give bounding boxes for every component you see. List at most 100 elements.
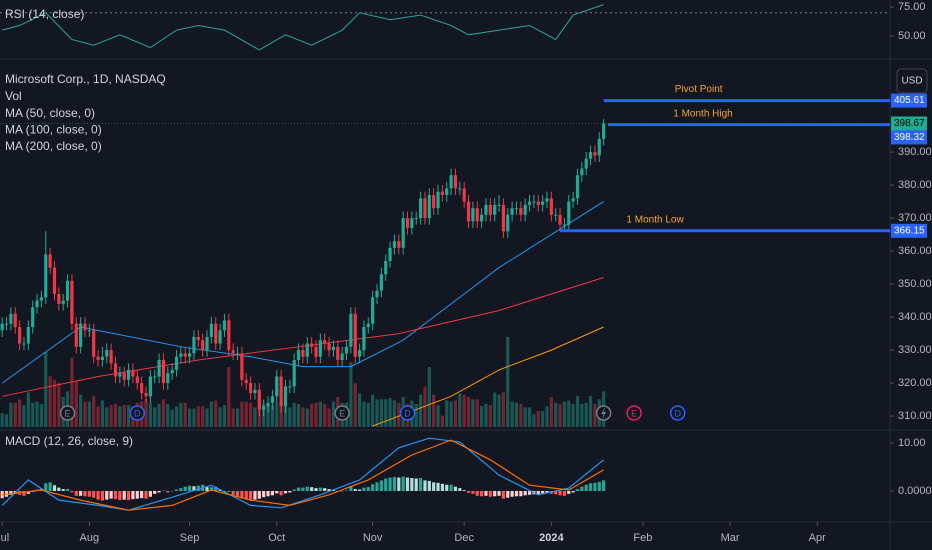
- candle-body: [401, 218, 405, 248]
- candle-body: [480, 214, 484, 222]
- volume-bar: [161, 399, 166, 427]
- candle-body: [22, 343, 26, 345]
- candle-body: [65, 280, 70, 301]
- candle-body: [270, 396, 275, 403]
- candle-body: [44, 254, 48, 298]
- macd-histogram-bar: [366, 487, 370, 491]
- macd-histogram-bar: [157, 490, 161, 493]
- volume-bar: [87, 401, 91, 427]
- macd-histogram-bar: [384, 478, 388, 491]
- y-tick-label: 310.00: [898, 410, 932, 422]
- candle-body: [523, 204, 527, 215]
- candle-body: [205, 336, 209, 351]
- event-label: E: [631, 408, 637, 418]
- candle-body: [148, 376, 152, 397]
- candle-body: [214, 323, 218, 344]
- volume-bar: [52, 379, 57, 427]
- candle-body: [161, 360, 166, 384]
- macd-histogram-bar: [52, 485, 57, 491]
- candle-body: [292, 360, 296, 387]
- volume-bar: [83, 401, 87, 427]
- level-label: 1 Month Low: [626, 214, 684, 225]
- volume-bar: [475, 399, 479, 427]
- macd-histogram-bar: [214, 486, 218, 491]
- volume-bar: [427, 367, 431, 427]
- candle-body: [571, 198, 575, 202]
- volume-bar: [366, 402, 370, 427]
- volume-bar: [527, 407, 532, 427]
- volume-bar: [567, 400, 571, 427]
- candle-body: [57, 294, 61, 304]
- candle-body: [514, 208, 519, 210]
- macd-histogram-bar: [222, 490, 227, 492]
- volume-bar: [0, 413, 4, 427]
- macd-histogram-bar: [161, 490, 166, 492]
- macd-histogram-bar: [545, 490, 549, 493]
- candle-body: [344, 346, 349, 354]
- y-tick-label: 340.00: [898, 311, 932, 323]
- macd-histogram-bar: [109, 490, 113, 499]
- candle-body: [314, 346, 318, 357]
- macd-histogram-bar: [166, 490, 170, 493]
- candle-body: [257, 389, 261, 410]
- candle-body: [597, 138, 601, 156]
- candle-body: [336, 346, 340, 361]
- candle-body: [253, 389, 257, 394]
- price-label-box: [891, 93, 927, 108]
- volume-bar: [31, 402, 35, 427]
- candle-body: [536, 201, 540, 205]
- volume-bar: [514, 402, 519, 427]
- macd-histogram-bar: [445, 484, 449, 491]
- volume-bar: [48, 376, 52, 427]
- macd-histogram-bar: [87, 490, 91, 497]
- volume-bar: [266, 403, 270, 427]
- event-marker: [626, 405, 642, 421]
- candle-body: [9, 313, 13, 324]
- y-tick-label: 350.00: [898, 278, 932, 290]
- macd-histogram-bar: [26, 490, 30, 494]
- candle-body: [384, 260, 388, 275]
- volume-bar: [532, 414, 536, 427]
- volume-bar: [392, 400, 397, 427]
- macd-histogram-bar: [301, 487, 305, 491]
- candle-body: [157, 360, 161, 377]
- candle-body: [305, 343, 309, 357]
- macd-histogram-bar: [140, 490, 144, 499]
- candle-body: [418, 198, 423, 219]
- candle-body: [575, 175, 580, 199]
- volume-bar: [310, 403, 314, 427]
- currency-label[interactable]: USD: [901, 76, 922, 87]
- volume-bar: [227, 367, 231, 427]
- candle-body: [301, 350, 305, 357]
- x-tick-label: Aug: [80, 532, 100, 544]
- candle-body: [266, 402, 270, 407]
- y-tick-label: 330.00: [898, 344, 932, 356]
- candle-body: [593, 152, 597, 156]
- volume-bar: [458, 393, 462, 427]
- volume-bar: [480, 406, 484, 427]
- candle-body: [497, 204, 501, 206]
- candle-body: [187, 353, 192, 357]
- volume-bar: [536, 410, 540, 427]
- macd-histogram-bar: [466, 490, 471, 493]
- candle-body: [87, 330, 91, 332]
- candle-body: [453, 175, 458, 189]
- volume-bar: [445, 400, 449, 427]
- volume-bar: [318, 401, 322, 427]
- x-tick-label: Oct: [268, 532, 285, 544]
- volume-bar: [148, 402, 152, 427]
- price-label-box: [891, 116, 927, 131]
- candle-body: [541, 201, 545, 205]
- candle-body: [240, 353, 244, 380]
- candle-body: [423, 198, 427, 219]
- candle-body: [371, 297, 375, 324]
- y-tick-label: 10.00: [898, 437, 926, 449]
- candle-body: [92, 330, 96, 357]
- macd-histogram-bar: [296, 487, 301, 491]
- rsi-title: RSI (14, close): [5, 7, 84, 21]
- y-tick-label: 50.00: [898, 30, 926, 42]
- volume-bar: [484, 403, 488, 427]
- macd-title: MACD (12, 26, close, 9): [5, 434, 133, 448]
- volume-bar: [157, 403, 161, 427]
- currency-button[interactable]: [896, 68, 928, 94]
